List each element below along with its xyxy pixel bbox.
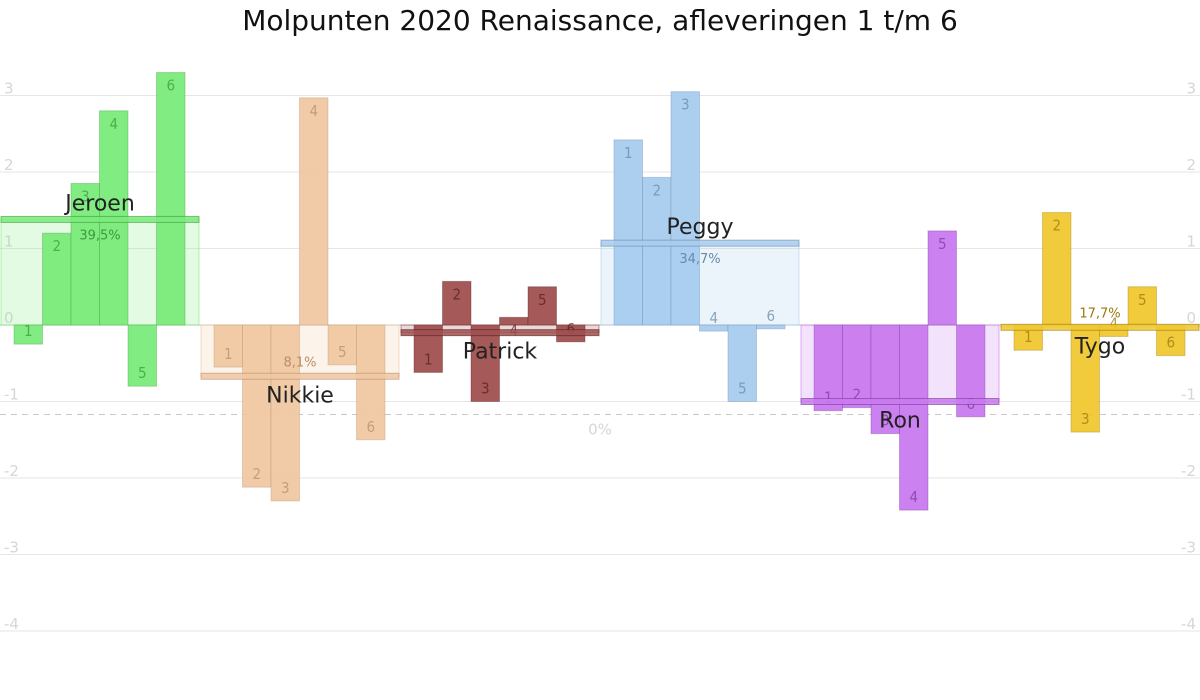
bar-patrick-ep2 (442, 280, 472, 326)
bar-nikkie-ep3 (270, 324, 300, 502)
bar-label: 3 (81, 187, 90, 205)
bar-label: 1 (824, 389, 833, 407)
bar-tygo-ep2 (1042, 212, 1072, 326)
bar-label: 4 (109, 115, 118, 133)
bar-nikkie-ep2 (242, 324, 272, 488)
contestant-name: Jeroen (63, 191, 135, 216)
bar-ron-ep5 (927, 230, 957, 326)
bar-label: 6 (366, 418, 375, 436)
bar-ron-ep3 (870, 324, 900, 435)
bar-label: 2 (52, 237, 61, 255)
bar-label: 5 (538, 291, 547, 309)
bar-label: 6 (1166, 334, 1175, 352)
bar-peggy-ep1 (613, 139, 643, 326)
percentage-label: 8,1% (283, 355, 316, 370)
bar-label: 2 (1052, 217, 1061, 235)
bar-label: 6 (166, 77, 175, 95)
contestant-name: Tygo (1074, 334, 1125, 359)
bar-nikkie-ep1 (213, 324, 243, 368)
bar-nikkie-ep4 (299, 97, 329, 326)
y-tick-label-left: -2 (4, 462, 19, 480)
bar-label: 1 (224, 345, 233, 363)
average-bar (400, 329, 600, 337)
bar-label: 5 (138, 364, 147, 382)
bar-label: 4 (309, 102, 318, 120)
chart-title: Molpunten 2020 Renaissance, afleveringen… (242, 4, 958, 37)
bar-label: 2 (452, 285, 461, 303)
percentage-label: 39,5% (79, 228, 120, 243)
bar-patrick-ep3 (470, 324, 500, 402)
bar-label: 2 (652, 181, 661, 199)
bar-label: 6 (766, 307, 775, 325)
y-tick-label-left: 3 (4, 80, 14, 98)
bar-label: 3 (881, 412, 890, 430)
y-tick-label-left: 1 (4, 233, 14, 251)
bar-tygo-ep5 (1127, 286, 1157, 326)
bar-jeroen-ep5 (127, 324, 157, 387)
reference-label: 0% (588, 421, 612, 439)
percentage-label: 34,7% (679, 252, 720, 267)
y-tick-label-right: 3 (1186, 80, 1196, 98)
average-bar (1000, 323, 1200, 331)
bar-label: 1 (1024, 328, 1033, 346)
bar-label: 5 (938, 235, 947, 253)
bar-label: 2 (852, 386, 861, 404)
contestant-name: Patrick (463, 340, 538, 365)
bar-ron-ep4 (899, 324, 929, 511)
bar-jeroen-ep6 (156, 72, 186, 326)
y-tick-label-left: -1 (4, 386, 19, 404)
y-tick-label-left: -3 (4, 539, 19, 557)
bar-label: 3 (481, 380, 490, 398)
bar-label: 3 (681, 96, 690, 114)
bar-label: 4 (709, 309, 718, 327)
y-tick-label-right: -4 (1181, 615, 1196, 633)
y-tick-label-left: -4 (4, 615, 19, 633)
y-tick-label-left: 0 (4, 309, 14, 327)
bar-label: 3 (1081, 410, 1090, 428)
bar-patrick-ep5 (527, 286, 557, 326)
average-bar (0, 215, 200, 223)
bar-label: 5 (338, 343, 347, 361)
y-tick-label-right: 0 (1186, 309, 1196, 327)
bar-peggy-ep3 (670, 91, 700, 326)
y-tick-label-right: 1 (1186, 233, 1196, 251)
bar-label: 2 (252, 465, 261, 483)
bar-jeroen-ep1 (13, 324, 43, 345)
y-tick-label-right: 2 (1186, 156, 1196, 174)
average-bar (800, 398, 1000, 405)
y-tick-label-right: -3 (1181, 539, 1196, 557)
bar-peggy-ep6 (756, 324, 786, 330)
average-bar (600, 239, 800, 247)
contestant-name: Nikkie (266, 383, 334, 408)
percentage-label: 17,7% (1079, 306, 1120, 321)
y-tick-label-right: -2 (1181, 462, 1196, 480)
bar-label: 1 (624, 144, 633, 162)
bar-label: 5 (1138, 291, 1147, 309)
contestant-name: Ron (879, 409, 921, 434)
bar-nikkie-ep6 (356, 324, 386, 441)
bar-label: 4 (1109, 314, 1118, 332)
bar-peggy-ep2 (642, 176, 672, 326)
bar-label: 6 (566, 320, 575, 338)
bar-label: 1 (424, 350, 433, 368)
contestant-name: Peggy (667, 215, 734, 240)
bar-label: 4 (909, 488, 918, 506)
y-tick-label-right: -1 (1181, 386, 1196, 404)
bar-nikkie-ep5 (327, 324, 357, 366)
average-bar (200, 372, 400, 380)
bar-label: 1 (24, 322, 33, 340)
bar-ron-ep2 (842, 324, 872, 409)
bar-peggy-ep5 (727, 324, 757, 402)
bar-label: 5 (738, 380, 747, 398)
bar-label: 3 (281, 479, 290, 497)
y-tick-label-left: 2 (4, 156, 14, 174)
